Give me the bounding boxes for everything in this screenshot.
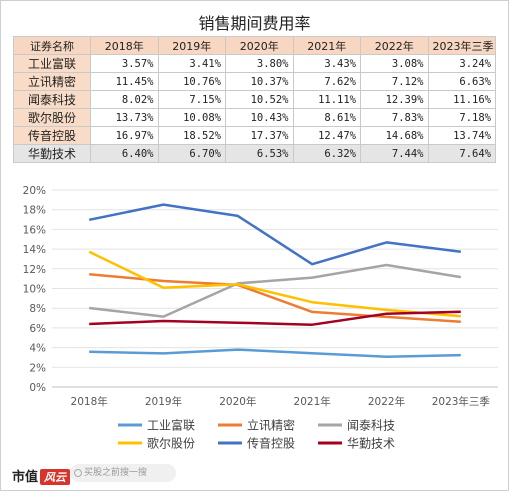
table-row: 传音控股 16.97% 18.52% 17.37% 12.47% 14.68% 13.74% <box>13 126 496 145</box>
table-cell-value: 16.97% <box>90 126 159 145</box>
legend-label: 华勤技术 <box>347 437 395 451</box>
x-tick-label: 2021年 <box>294 395 331 408</box>
table-cell-value: 10.08% <box>157 108 226 127</box>
table-cell-company: 闻泰科技 <box>13 90 91 109</box>
brand-name: 市值 <box>12 470 39 485</box>
table-cell-value: 3.08% <box>360 54 429 73</box>
table-cell-value: 12.39% <box>360 90 429 109</box>
table-cell-value: 12.47% <box>292 126 361 145</box>
table-header-year: 2019年 <box>157 36 226 55</box>
search-box[interactable]: 买股之前搜一搜 <box>70 464 176 482</box>
y-tick-label: 8% <box>29 303 46 315</box>
series-line-3 <box>89 263 462 318</box>
table-cell-company: 工业富联 <box>13 54 91 73</box>
table-cell-value: 17.37% <box>225 126 294 145</box>
table-cell-company: 歌尔股份 <box>13 108 91 127</box>
table-cell-value: 7.15% <box>157 90 226 109</box>
y-tick-label: 6% <box>29 323 46 335</box>
chart-title: 销售期间费用率 <box>198 14 311 33</box>
table-cell-value: 7.64% <box>427 144 496 163</box>
y-tick-label: 12% <box>23 264 46 276</box>
table-cell-company: 华勤技术 <box>13 144 91 163</box>
table-cell-value: 3.41% <box>157 54 226 73</box>
table-cell-value: 7.12% <box>360 72 429 91</box>
table-row: 立讯精密 11.45% 10.76% 10.37% 7.62% 7.12% 6.63% <box>13 72 496 91</box>
table-cell-value: 3.80% <box>225 54 294 73</box>
table-header-year: 2022年 <box>360 36 429 55</box>
legend-label: 歌尔股份 <box>147 436 195 451</box>
table-cell-company: 立讯精密 <box>13 72 91 91</box>
table-cell-value: 6.53% <box>225 144 294 163</box>
table-header-name: 证券名称 <box>13 36 91 55</box>
table-cell-value: 10.43% <box>225 108 294 127</box>
y-tick-label: 10% <box>23 284 46 296</box>
series-line-6 <box>89 310 461 326</box>
series-line-5 <box>88 203 461 266</box>
search-placeholder: 买股之前搜一搜 <box>84 468 148 478</box>
data-table: 证券名称 2018年 2019年 2020年 2021年 2022年 2023年三季 工业… <box>13 36 496 163</box>
table-cell-value: 11.45% <box>90 72 159 91</box>
table-header-year: 2020年 <box>225 36 294 55</box>
table-cell-value: 3.24% <box>427 54 496 73</box>
table-row: 华勤技术 6.40% 6.70% 6.53% 6.32% 7.44% 7.64% <box>13 144 496 163</box>
table-cell-value: 8.02% <box>90 90 159 109</box>
line-chart: 0% 2% 4% 6% 8% 10% 12% 14% 16% 18% 20% 2018年 2019年 20… <box>23 185 498 451</box>
table-cell-value: 14.68% <box>360 126 429 145</box>
y-tick-label: 14% <box>23 244 46 256</box>
table-cell-value: 6.63% <box>427 72 496 91</box>
legend-label: 传音控股 <box>247 436 295 451</box>
table-cell-value: 10.37% <box>225 72 294 91</box>
series-line-1 <box>89 348 461 358</box>
y-tick-label: 18% <box>23 205 46 217</box>
legend-label: 闻泰科技 <box>347 419 395 433</box>
y-tick-label: 2% <box>29 362 46 374</box>
table-cell-value: 8.61% <box>292 108 361 127</box>
search-icon <box>74 469 82 477</box>
table-cell-value: 7.44% <box>360 144 429 163</box>
x-tick-label: 2019年 <box>145 395 182 408</box>
table-row: 歌尔股份 13.73% 10.08% 10.43% 8.61% 7.83% 7.18% <box>13 108 496 127</box>
footer-bar: 市值 风云 买股之前搜一搜 <box>0 462 509 489</box>
y-tick-label: 4% <box>29 343 46 355</box>
table-row: 闻泰科技 8.02% 7.15% 10.52% 11.11% 12.39% 11.16% <box>13 90 496 109</box>
table-cell-value: 18.52% <box>157 126 226 145</box>
table-cell-value: 7.62% <box>292 72 361 91</box>
series-line-2 <box>89 272 461 323</box>
table-cell-value: 10.76% <box>157 72 226 91</box>
table-cell-value: 11.11% <box>292 90 361 109</box>
table-cell-value: 10.52% <box>225 90 294 109</box>
table-header-row: 证券名称 2018年 2019年 2020年 2021年 2022年 2023年三季 <box>13 36 496 55</box>
table-body: 工业富联 3.57% 3.41% 3.80% 3.43% 3.08% 3.24% 立讯精密 11… <box>13 54 496 163</box>
y-tick-label: 0% <box>29 382 46 394</box>
table-cell-value: 7.18% <box>427 108 496 127</box>
x-tick-label: 2020年 <box>219 395 256 408</box>
y-tick-label: 20% <box>23 185 46 197</box>
legend-label: 立讯精密 <box>247 418 295 433</box>
table-cell-value: 7.83% <box>360 108 429 127</box>
x-tick-label: 2023年三季 <box>432 395 491 408</box>
table-cell-value: 3.43% <box>292 54 361 73</box>
table-header-year: 2023年三季 <box>427 36 496 55</box>
table-header-year: 2021年 <box>292 36 361 55</box>
table-cell-value: 6.40% <box>90 144 159 163</box>
table-header-year: 2018年 <box>90 36 159 55</box>
table-cell-company: 传音控股 <box>13 126 91 145</box>
table-cell-value: 6.32% <box>292 144 361 163</box>
series-line-4 <box>88 250 461 318</box>
x-tick-label: 2022年 <box>368 395 405 408</box>
table-cell-value: 13.74% <box>427 126 496 145</box>
table-cell-value: 13.73% <box>90 108 159 127</box>
table-row: 工业富联 3.57% 3.41% 3.80% 3.43% 3.08% 3.24% <box>13 54 496 73</box>
brand-tag: 风云 <box>40 469 71 485</box>
y-tick-label: 16% <box>23 224 46 236</box>
table-cell-value: 3.57% <box>90 54 159 73</box>
x-tick-label: 2018年 <box>71 395 108 408</box>
table-cell-value: 6.70% <box>157 144 226 163</box>
legend-label: 工业富联 <box>147 418 195 433</box>
table-cell-value: 11.16% <box>427 90 496 109</box>
brand-logo: 市值 风云 <box>12 466 71 485</box>
